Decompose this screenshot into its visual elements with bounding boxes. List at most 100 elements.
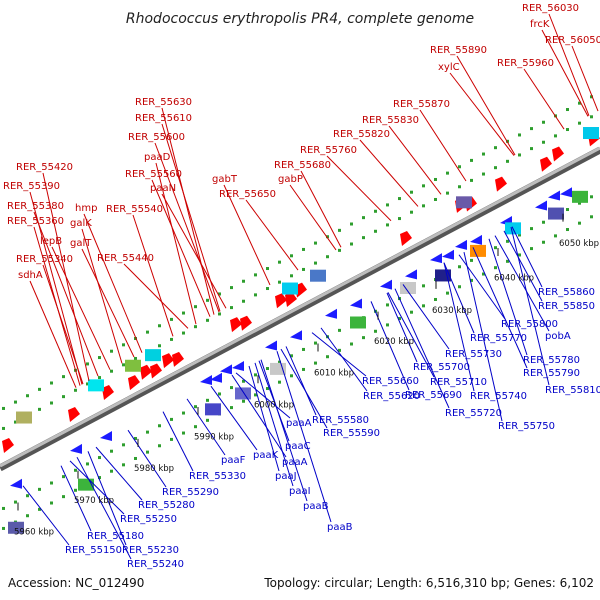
forward-gene-label[interactable]: RER_55870 [393, 99, 450, 110]
reverse-gene-label[interactable]: RER_55290 [162, 487, 219, 498]
track-dot [302, 367, 305, 371]
forward-gene-label[interactable]: RER_55360 [7, 216, 64, 227]
label-leader [370, 301, 410, 391]
track-dot [74, 488, 77, 492]
forward-gene-label[interactable]: RER_55560 [125, 169, 182, 180]
reverse-gene-label[interactable]: RER_55770 [470, 333, 527, 344]
reverse-gene-label[interactable]: RER_55790 [523, 368, 580, 379]
reverse-gene-label[interactable]: RER_55780 [523, 355, 580, 366]
label-leader [231, 374, 287, 458]
label-leader [541, 29, 589, 117]
reverse-gene-label[interactable]: pobA [545, 331, 571, 342]
reverse-gene-label[interactable]: RER_55810 [545, 385, 600, 396]
track-dot [518, 153, 521, 157]
track-dot [182, 311, 185, 315]
reverse-gene-label[interactable]: RER_55730 [445, 349, 502, 360]
reverse-gene-label[interactable]: paaB [327, 522, 353, 533]
reverse-gene-label[interactable]: paaF [221, 455, 246, 466]
forward-gene-label[interactable]: sdhA [18, 270, 43, 281]
reverse-gene-label[interactable]: RER_55700 [413, 362, 470, 373]
forward-gene-label[interactable]: RER_55760 [300, 145, 357, 156]
forward-gene-label[interactable]: RER_55820 [333, 129, 390, 140]
reverse-gene-label[interactable]: paaJ [275, 471, 297, 482]
track-dot [374, 229, 377, 233]
forward-gene-label[interactable]: RER_55960 [497, 58, 554, 69]
forward-gene-label[interactable]: RER_55540 [106, 204, 163, 215]
gene-block [548, 207, 564, 220]
forward-gene-label[interactable]: gabT [212, 174, 238, 185]
reverse-gene-arrow [350, 298, 362, 309]
reverse-gene-label[interactable]: RER_55590 [323, 428, 380, 439]
track-dot [206, 418, 209, 422]
gene-block [145, 349, 161, 362]
reverse-gene-label[interactable]: RER_55860 [538, 287, 595, 298]
reverse-gene-label[interactable]: paaC [285, 441, 311, 452]
forward-gene-label[interactable]: RER_55420 [16, 162, 73, 173]
reverse-gene-label[interactable]: RER_55280 [138, 500, 195, 511]
reverse-gene-label[interactable]: RER_55710 [430, 377, 487, 388]
forward-gene-label[interactable]: gabP [278, 174, 303, 185]
track-dot [506, 239, 509, 243]
forward-gene-label[interactable]: RER_55630 [135, 97, 192, 108]
forward-gene-label[interactable]: RER_55600 [128, 132, 185, 143]
reverse-gene-label[interactable]: paaB [303, 501, 329, 512]
reverse-gene-label[interactable]: paaA [286, 418, 312, 429]
forward-gene-label[interactable]: galK [70, 218, 92, 229]
forward-gene-label[interactable]: RER_55390 [3, 181, 60, 192]
reverse-gene-label[interactable]: RER_55800 [501, 319, 558, 330]
reverse-gene-label[interactable]: RER_55660 [362, 376, 419, 387]
forward-gene-label[interactable]: RER_55610 [135, 113, 192, 124]
track-dot [542, 220, 545, 224]
tick-label: 6040 kbp [494, 273, 534, 283]
reverse-gene-label[interactable]: RER_55850 [538, 301, 595, 312]
track-dot [266, 267, 269, 271]
forward-gene-label[interactable]: RER_56050 [545, 35, 600, 46]
reverse-gene-label[interactable]: RER_55150 [65, 545, 122, 556]
label-leader [95, 446, 143, 501]
reverse-gene-label[interactable]: RER_55580 [312, 415, 369, 426]
track-dot [110, 349, 113, 353]
forward-gene-label[interactable]: RER_55680 [274, 160, 331, 171]
reverse-gene-label[interactable]: RER_55250 [120, 514, 177, 525]
forward-gene-label[interactable]: paaN [150, 183, 176, 194]
track-dot [566, 208, 569, 212]
label-leader [280, 348, 328, 429]
label-leader [443, 262, 475, 334]
reverse-gene-label[interactable]: RER_55180 [87, 531, 144, 542]
reverse-gene-label[interactable]: RER_55620 [363, 391, 420, 402]
forward-gene-label[interactable]: lepB [40, 236, 62, 247]
label-leader [523, 68, 565, 130]
forward-gene-label[interactable]: galT [70, 238, 92, 249]
track-dot [158, 324, 161, 328]
reverse-gene-label[interactable]: paaI [289, 486, 311, 497]
label-leader [419, 109, 467, 182]
reverse-gene-label[interactable]: RER_55230 [122, 545, 179, 556]
forward-gene-label[interactable]: RER_55830 [362, 115, 419, 126]
track-dot [578, 101, 581, 105]
forward-gene-label[interactable]: RER_56030 [522, 3, 579, 14]
forward-gene-label[interactable]: RER_55650 [219, 189, 276, 200]
forward-gene-label[interactable]: hmp [75, 203, 97, 214]
track-dot [446, 291, 449, 295]
forward-gene-label[interactable]: RER_55440 [97, 253, 154, 264]
reverse-gene-label[interactable]: paaK [253, 450, 279, 461]
reverse-gene-label[interactable]: RER_55690 [405, 390, 462, 401]
forward-gene-label[interactable]: RER_55340 [16, 254, 73, 265]
forward-gene-label[interactable]: xylC [438, 62, 460, 73]
reverse-gene-label[interactable]: RER_55720 [445, 408, 502, 419]
reverse-gene-label[interactable]: RER_55330 [189, 471, 246, 482]
reverse-gene-label[interactable]: RER_55240 [127, 559, 184, 570]
forward-gene-label[interactable]: RER_55380 [7, 201, 64, 212]
forward-gene-label[interactable]: paaD [144, 152, 171, 163]
reverse-gene-label[interactable]: RER_55740 [470, 391, 527, 402]
forward-gene-label[interactable]: RER_55890 [430, 45, 487, 56]
track-dot [158, 344, 161, 348]
track-dot [530, 147, 533, 151]
reverse-gene-label[interactable]: RER_55750 [498, 421, 555, 432]
forward-gene-label[interactable]: frcK [530, 19, 550, 30]
track-dot [290, 254, 293, 258]
track-dot [230, 406, 233, 410]
reverse-gene-label[interactable]: paaA [282, 457, 308, 468]
track-dot [266, 387, 269, 391]
reverse-gene-arrow [10, 478, 22, 489]
